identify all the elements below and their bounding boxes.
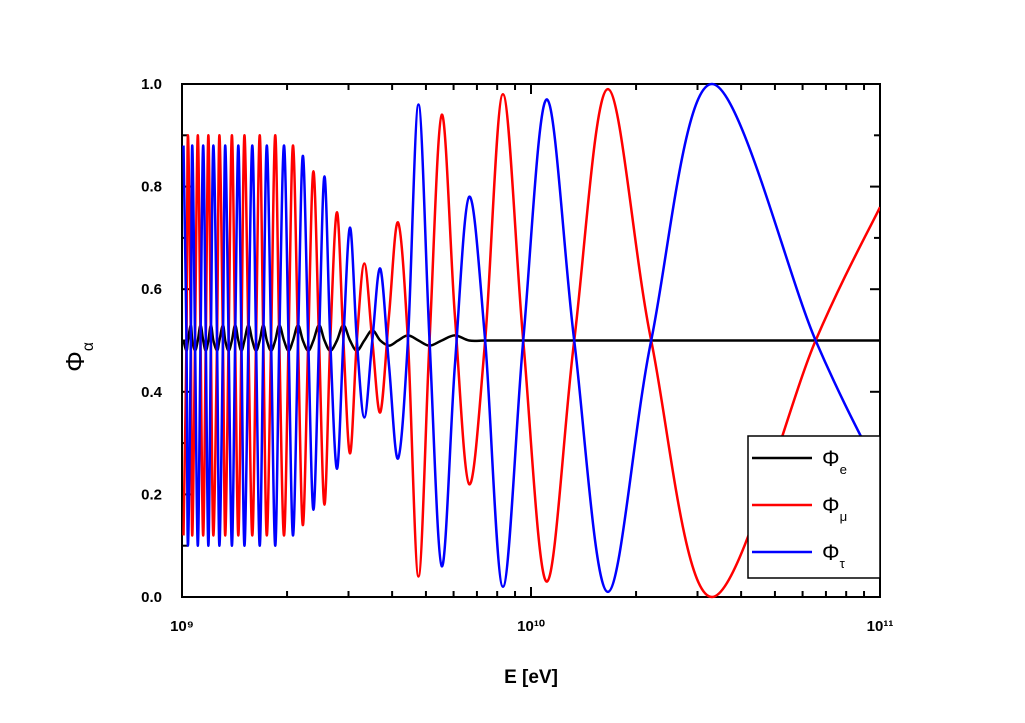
y-tick-label: 0.8 xyxy=(141,179,162,196)
legend-box xyxy=(747,435,881,579)
y-tick-label: 0.2 xyxy=(141,486,162,503)
legend-label: Φe xyxy=(822,446,847,477)
series-line xyxy=(182,82,880,594)
legend-label: Φμ xyxy=(822,493,847,524)
x-tick-label: 10¹¹ xyxy=(867,618,894,635)
x-axis-label: E [eV] xyxy=(504,667,558,688)
y-axis-label: Φα xyxy=(60,342,97,372)
legend-label: Φτ xyxy=(822,540,846,571)
x-tick-label: 10⁹ xyxy=(170,618,194,635)
y-tick-label: 1.0 xyxy=(141,76,162,93)
x-tick-label: 10¹⁰ xyxy=(517,618,545,635)
y-tick-label: 0.0 xyxy=(141,589,162,606)
y-tick-label: 0.6 xyxy=(141,281,162,298)
y-tick-label: 0.4 xyxy=(141,384,163,401)
